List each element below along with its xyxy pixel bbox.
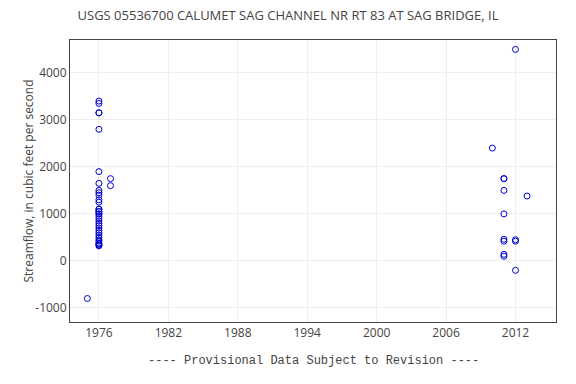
svg-text:2006: 2006 — [432, 324, 460, 341]
svg-text:2012: 2012 — [502, 324, 530, 341]
svg-text:USGS 05536700 CALUMET SAG CHAN: USGS 05536700 CALUMET SAG CHANNEL NR RT … — [78, 6, 499, 24]
svg-text:1988: 1988 — [224, 324, 252, 341]
svg-text:2000: 2000 — [39, 158, 67, 175]
svg-text:3000: 3000 — [39, 111, 67, 128]
svg-text:1976: 1976 — [85, 324, 113, 341]
svg-text:0: 0 — [60, 252, 67, 269]
svg-text:Streamflow, in cubic feet per: Streamflow, in cubic feet per second — [20, 79, 37, 282]
svg-text:1982: 1982 — [155, 324, 183, 341]
svg-text:1000: 1000 — [39, 205, 67, 222]
svg-text:2000: 2000 — [363, 324, 391, 341]
svg-text:---- Provisional Data Subject: ---- Provisional Data Subject to Revisio… — [148, 354, 479, 368]
svg-text:1994: 1994 — [293, 324, 321, 341]
svg-text:4000: 4000 — [39, 64, 67, 81]
svg-text:-1000: -1000 — [35, 299, 66, 316]
